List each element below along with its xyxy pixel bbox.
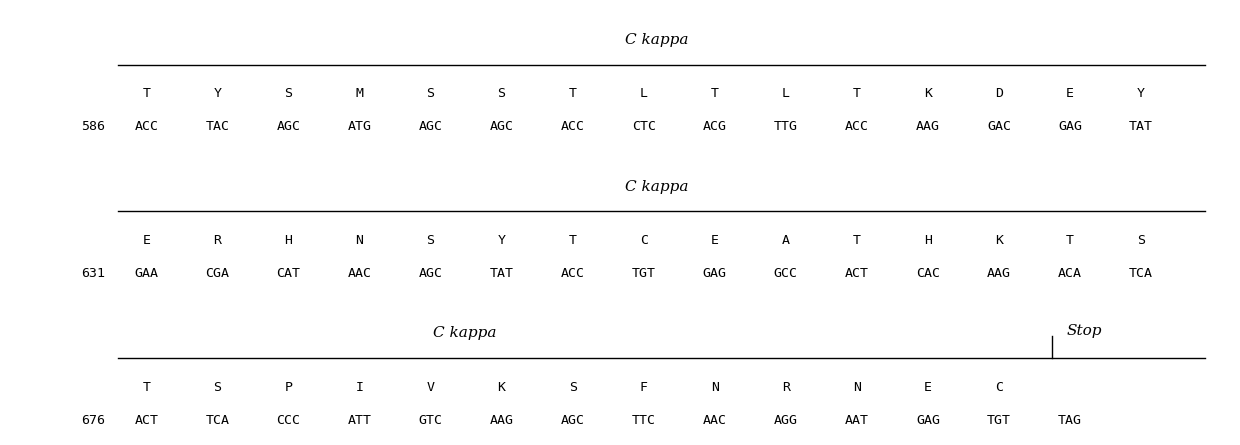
Text: CTC: CTC bbox=[631, 120, 656, 134]
Text: Y: Y bbox=[497, 234, 506, 247]
Text: GCC: GCC bbox=[774, 267, 797, 280]
Text: AGG: AGG bbox=[774, 414, 797, 427]
Text: AAG: AAG bbox=[916, 120, 940, 134]
Text: R: R bbox=[781, 380, 790, 394]
Text: GAG: GAG bbox=[703, 267, 727, 280]
Text: CAT: CAT bbox=[277, 267, 300, 280]
Text: T: T bbox=[1066, 234, 1074, 247]
Text: H: H bbox=[924, 234, 932, 247]
Text: I: I bbox=[356, 380, 363, 394]
Text: CCC: CCC bbox=[277, 414, 300, 427]
Text: 631: 631 bbox=[82, 267, 105, 280]
Text: C: C bbox=[640, 234, 647, 247]
Text: TCA: TCA bbox=[1130, 267, 1153, 280]
Text: H: H bbox=[284, 234, 293, 247]
Text: S: S bbox=[427, 87, 434, 100]
Text: ACC: ACC bbox=[560, 120, 584, 134]
Text: TAC: TAC bbox=[206, 120, 229, 134]
Text: TTC: TTC bbox=[631, 414, 656, 427]
Text: K: K bbox=[994, 234, 1003, 247]
Text: M: M bbox=[356, 87, 363, 100]
Text: E: E bbox=[924, 380, 932, 394]
Text: T: T bbox=[143, 87, 150, 100]
Text: ACC: ACC bbox=[560, 267, 584, 280]
Text: C kappa: C kappa bbox=[433, 327, 497, 340]
Text: D: D bbox=[994, 87, 1003, 100]
Text: TTG: TTG bbox=[774, 120, 797, 134]
Text: GAG: GAG bbox=[916, 414, 940, 427]
Text: TAG: TAG bbox=[1058, 414, 1083, 427]
Text: K: K bbox=[924, 87, 932, 100]
Text: ATG: ATG bbox=[347, 120, 372, 134]
Text: TGT: TGT bbox=[631, 267, 656, 280]
Text: S: S bbox=[213, 380, 222, 394]
Text: ATT: ATT bbox=[347, 414, 372, 427]
Text: 676: 676 bbox=[82, 414, 105, 427]
Text: N: N bbox=[711, 380, 719, 394]
Text: AAT: AAT bbox=[844, 414, 869, 427]
Text: C: C bbox=[994, 380, 1003, 394]
Text: N: N bbox=[356, 234, 363, 247]
Text: C kappa: C kappa bbox=[625, 180, 689, 194]
Text: AGC: AGC bbox=[419, 120, 443, 134]
Text: GAA: GAA bbox=[134, 267, 159, 280]
Text: ACT: ACT bbox=[844, 267, 869, 280]
Text: T: T bbox=[569, 234, 577, 247]
Text: P: P bbox=[284, 380, 293, 394]
Text: A: A bbox=[781, 234, 790, 247]
Text: K: K bbox=[497, 380, 506, 394]
Text: ACA: ACA bbox=[1058, 267, 1083, 280]
Text: V: V bbox=[427, 380, 434, 394]
Text: S: S bbox=[569, 380, 577, 394]
Text: CAC: CAC bbox=[916, 267, 940, 280]
Text: GTC: GTC bbox=[419, 414, 443, 427]
Text: TAT: TAT bbox=[1130, 120, 1153, 134]
Text: S: S bbox=[497, 87, 506, 100]
Text: ACG: ACG bbox=[703, 120, 727, 134]
Text: AAG: AAG bbox=[987, 267, 1011, 280]
Text: T: T bbox=[853, 234, 861, 247]
Text: L: L bbox=[640, 87, 647, 100]
Text: ACT: ACT bbox=[134, 414, 159, 427]
Text: S: S bbox=[284, 87, 293, 100]
Text: F: F bbox=[640, 380, 647, 394]
Text: T: T bbox=[853, 87, 861, 100]
Text: AAC: AAC bbox=[347, 267, 372, 280]
Text: Stop: Stop bbox=[1066, 324, 1102, 338]
Text: AGC: AGC bbox=[560, 414, 584, 427]
Text: C kappa: C kappa bbox=[625, 33, 689, 47]
Text: R: R bbox=[213, 234, 222, 247]
Text: T: T bbox=[143, 380, 150, 394]
Text: T: T bbox=[569, 87, 577, 100]
Text: AAG: AAG bbox=[490, 414, 513, 427]
Text: AGC: AGC bbox=[490, 120, 513, 134]
Text: E: E bbox=[711, 234, 719, 247]
Text: N: N bbox=[853, 380, 861, 394]
Text: Y: Y bbox=[1137, 87, 1145, 100]
Text: AGC: AGC bbox=[419, 267, 443, 280]
Text: T: T bbox=[711, 87, 719, 100]
Text: Y: Y bbox=[213, 87, 222, 100]
Text: L: L bbox=[781, 87, 790, 100]
Text: 586: 586 bbox=[82, 120, 105, 134]
Text: GAG: GAG bbox=[1058, 120, 1083, 134]
Text: S: S bbox=[1137, 234, 1145, 247]
Text: GAC: GAC bbox=[987, 120, 1011, 134]
Text: E: E bbox=[1066, 87, 1074, 100]
Text: TAT: TAT bbox=[490, 267, 513, 280]
Text: S: S bbox=[427, 234, 434, 247]
Text: TGT: TGT bbox=[987, 414, 1011, 427]
Text: AAC: AAC bbox=[703, 414, 727, 427]
Text: ACC: ACC bbox=[134, 120, 159, 134]
Text: TCA: TCA bbox=[206, 414, 229, 427]
Text: ACC: ACC bbox=[844, 120, 869, 134]
Text: E: E bbox=[143, 234, 150, 247]
Text: AGC: AGC bbox=[277, 120, 300, 134]
Text: CGA: CGA bbox=[206, 267, 229, 280]
